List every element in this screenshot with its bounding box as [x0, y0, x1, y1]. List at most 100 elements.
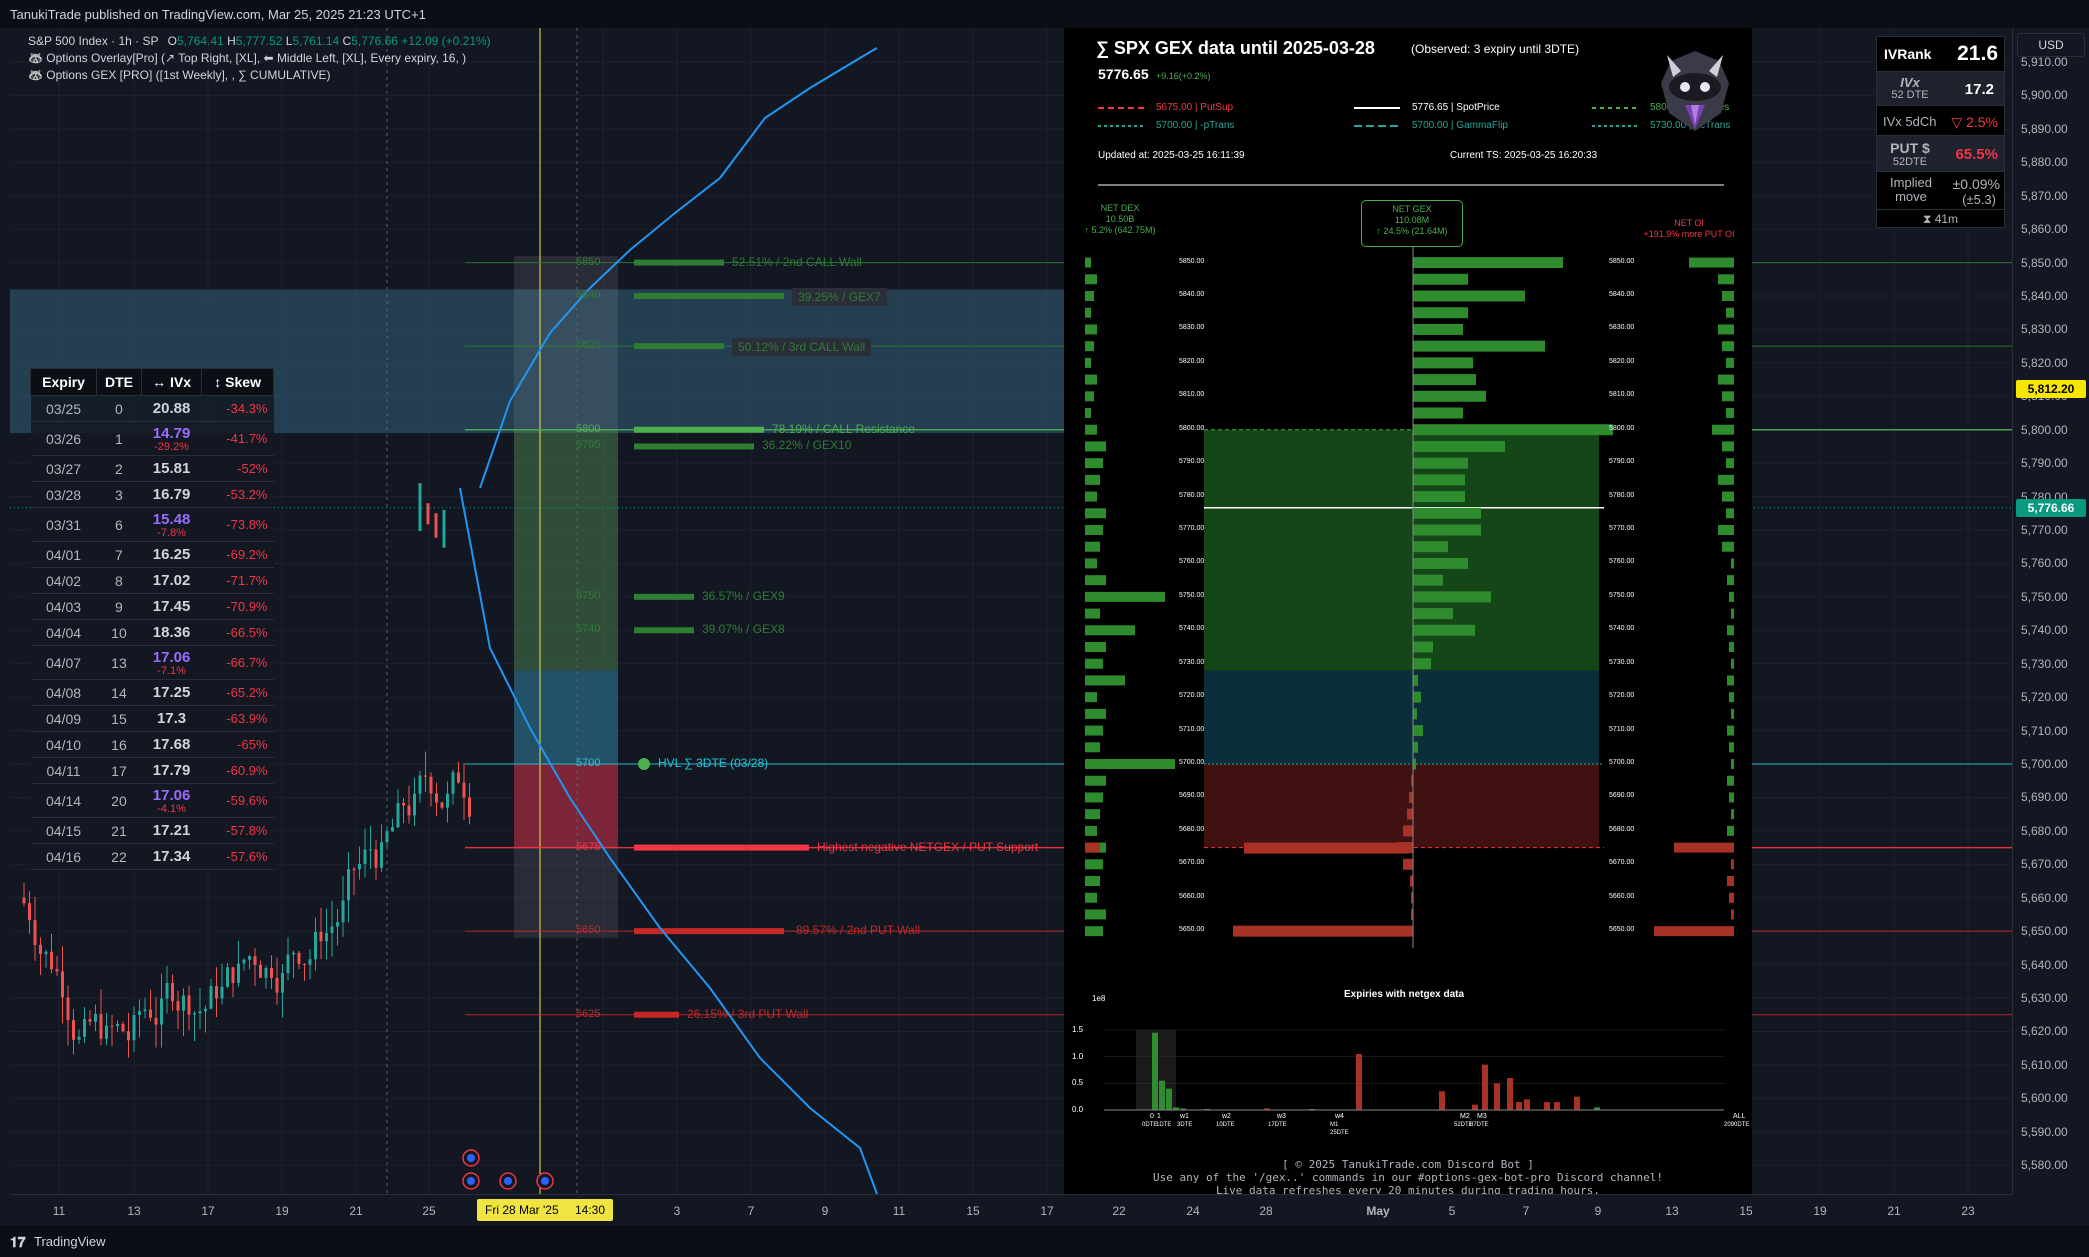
expiry-bar [1152, 1032, 1158, 1110]
expiry-dte: 3 [96, 481, 142, 508]
expiry-row: 04/10 16 17.68 -65% [30, 731, 274, 758]
expiries-x-sublabel: 25DTE [1330, 1130, 1349, 1136]
price-badge-current: 5,776.66 [2016, 498, 2086, 517]
price-tick: 5,720.00 [2021, 690, 2068, 705]
expiries-x-label: 1 [1157, 1113, 1161, 1120]
dex-bar [1085, 759, 1175, 770]
candle-body [248, 956, 251, 960]
expiry-dte: 1 [96, 421, 142, 456]
netgex-bar [1413, 725, 1423, 737]
candle-body [226, 967, 229, 987]
gex-footer-3: Live data refreshes every 20 minutes dur… [1215, 1184, 1601, 1197]
expiries-x-sublabel: 10DTE [1216, 1122, 1235, 1128]
candle-body [242, 959, 246, 964]
candle-body [325, 932, 328, 942]
time-tick: 9 [1594, 1204, 1602, 1218]
candle-body [440, 802, 444, 808]
expiry-row: 04/08 14 17.25 -65.2% [30, 679, 274, 706]
price-tick: 5,750.00 [2021, 589, 2068, 604]
oi-bar [1727, 625, 1734, 636]
currency-button[interactable]: USD [2017, 33, 2085, 57]
expiry-bar [1554, 1102, 1560, 1110]
expiry-ivx-cell: 18.36 [141, 619, 202, 646]
level-label: 39.07% / GEX8 [702, 622, 785, 637]
dex-bar [1085, 642, 1106, 653]
put-value: 65.5% [1955, 146, 1998, 163]
gex-strike-label: 5850.00 [1609, 257, 1635, 265]
netgex-bar [1413, 273, 1468, 285]
price-axis[interactable]: USD 5,910.00 5,900.00 5,890.00 5,880.00 5,87… [2012, 28, 2089, 1194]
expiry-skew: -53.2% [201, 481, 274, 508]
gex-strike-label: 5740.00 [1179, 625, 1205, 633]
expiry-ivx-cell: 17.34 [141, 843, 202, 870]
price-tick: 5,670.00 [2021, 857, 2068, 872]
raccoon-logo [1661, 51, 1729, 131]
dex-bar [1085, 575, 1106, 586]
expiry-ivx-change: -4.1% [157, 803, 186, 815]
candle-body [138, 1011, 141, 1015]
cursor-date: Fri 28 Mar '25 [485, 1203, 559, 1217]
indicator-legend-2[interactable]: 🦝 Options GEX [PRO] ([1st Weekly], , ∑ C… [28, 68, 330, 82]
candle-body [99, 1014, 103, 1039]
candle-body [424, 775, 427, 777]
candle-body [303, 963, 306, 965]
flag-icon [541, 1177, 549, 1185]
expiries-x-sublabel: 52DTE [1454, 1122, 1473, 1128]
symbol-legend[interactable]: S&P 500 Index · 1h · SP O5,764.41 H5,777… [28, 34, 491, 48]
expiries-x-sublabel: 2090DTE [1724, 1122, 1750, 1128]
price-tick: 5,910.00 [2021, 55, 2068, 69]
netgex-bar [1413, 407, 1463, 419]
candle-body [66, 997, 70, 1021]
candle-body [358, 863, 361, 870]
gex-title: ∑ SPX GEX data until 2025-03-28 [1096, 38, 1375, 58]
oi-bar [1654, 926, 1734, 937]
expiries-x-sublabel: 0DTE [1142, 1122, 1158, 1128]
expiry-skew: -52% [201, 455, 274, 482]
candle-body [462, 782, 466, 798]
oi-bar [1722, 291, 1734, 302]
level-bar [634, 1011, 679, 1018]
candle-body [330, 926, 334, 933]
dex-bar [1085, 892, 1097, 903]
expiry-bar [1472, 1104, 1478, 1110]
gex-legend-item: 5776.65 | SpotPrice [1412, 102, 1500, 113]
dex-bar [1085, 859, 1103, 870]
ivx-label: IVx [1900, 75, 1920, 90]
gex-strike-label: 5770.00 [1179, 525, 1205, 532]
price-tick: 5,820.00 [2021, 355, 2068, 370]
expiry-skew: -57.6% [201, 843, 274, 870]
expiries-x-sublabel: 17DTE [1268, 1122, 1287, 1128]
put-sub: 52DTE [1892, 156, 1928, 168]
netgex-bar [1413, 440, 1505, 452]
candle-body [215, 986, 218, 999]
col-skew: ↕ Skew [201, 368, 274, 396]
candle-body [121, 1023, 125, 1032]
candle-body [44, 951, 48, 955]
expiry-skew: -71.7% [201, 567, 274, 594]
oi-bar [1731, 759, 1734, 770]
dex-bar [1085, 558, 1097, 569]
indicator-legend-1[interactable]: 🦝 Options Overlay[Pro] (↗ Top Right, [XL… [28, 51, 466, 65]
time-axis[interactable]: 111317192125Apr379111517222428May5791315… [10, 1194, 2012, 1227]
candle-body [77, 1036, 81, 1040]
time-tick: May [1366, 1204, 1390, 1218]
ivr-stats-box: IVRank 21.6 IVx 52 DTE 17.2 IVx 5dCh ▽ 2… [1876, 36, 2005, 228]
price-tick: 5,850.00 [2021, 255, 2068, 270]
expiry-skew: -70.9% [201, 593, 274, 620]
dex-bar [1085, 441, 1106, 452]
candle-body [22, 897, 26, 904]
time-tick: 9 [821, 1204, 829, 1218]
expiries-y-tick: 0.0 [1072, 1105, 1084, 1114]
oi-bar [1689, 257, 1734, 268]
gex-strike-label: 5730.00 [1609, 658, 1635, 666]
expiry-ivx-cell: 15.81 [141, 455, 202, 482]
expiries-x-label: w3 [1277, 1113, 1286, 1120]
candle-body [110, 1025, 114, 1027]
expiry-ivx-cell: 17.3 [141, 705, 202, 732]
expiry-ivx: 20.88 [152, 400, 191, 417]
level-strike: 5795 [576, 439, 601, 452]
net-gex-value: 110.08M [1394, 215, 1430, 225]
netgex-bar [1413, 507, 1481, 519]
expiry-date: 04/03 [30, 593, 97, 620]
gex-strike-label: 5660.00 [1179, 892, 1205, 900]
